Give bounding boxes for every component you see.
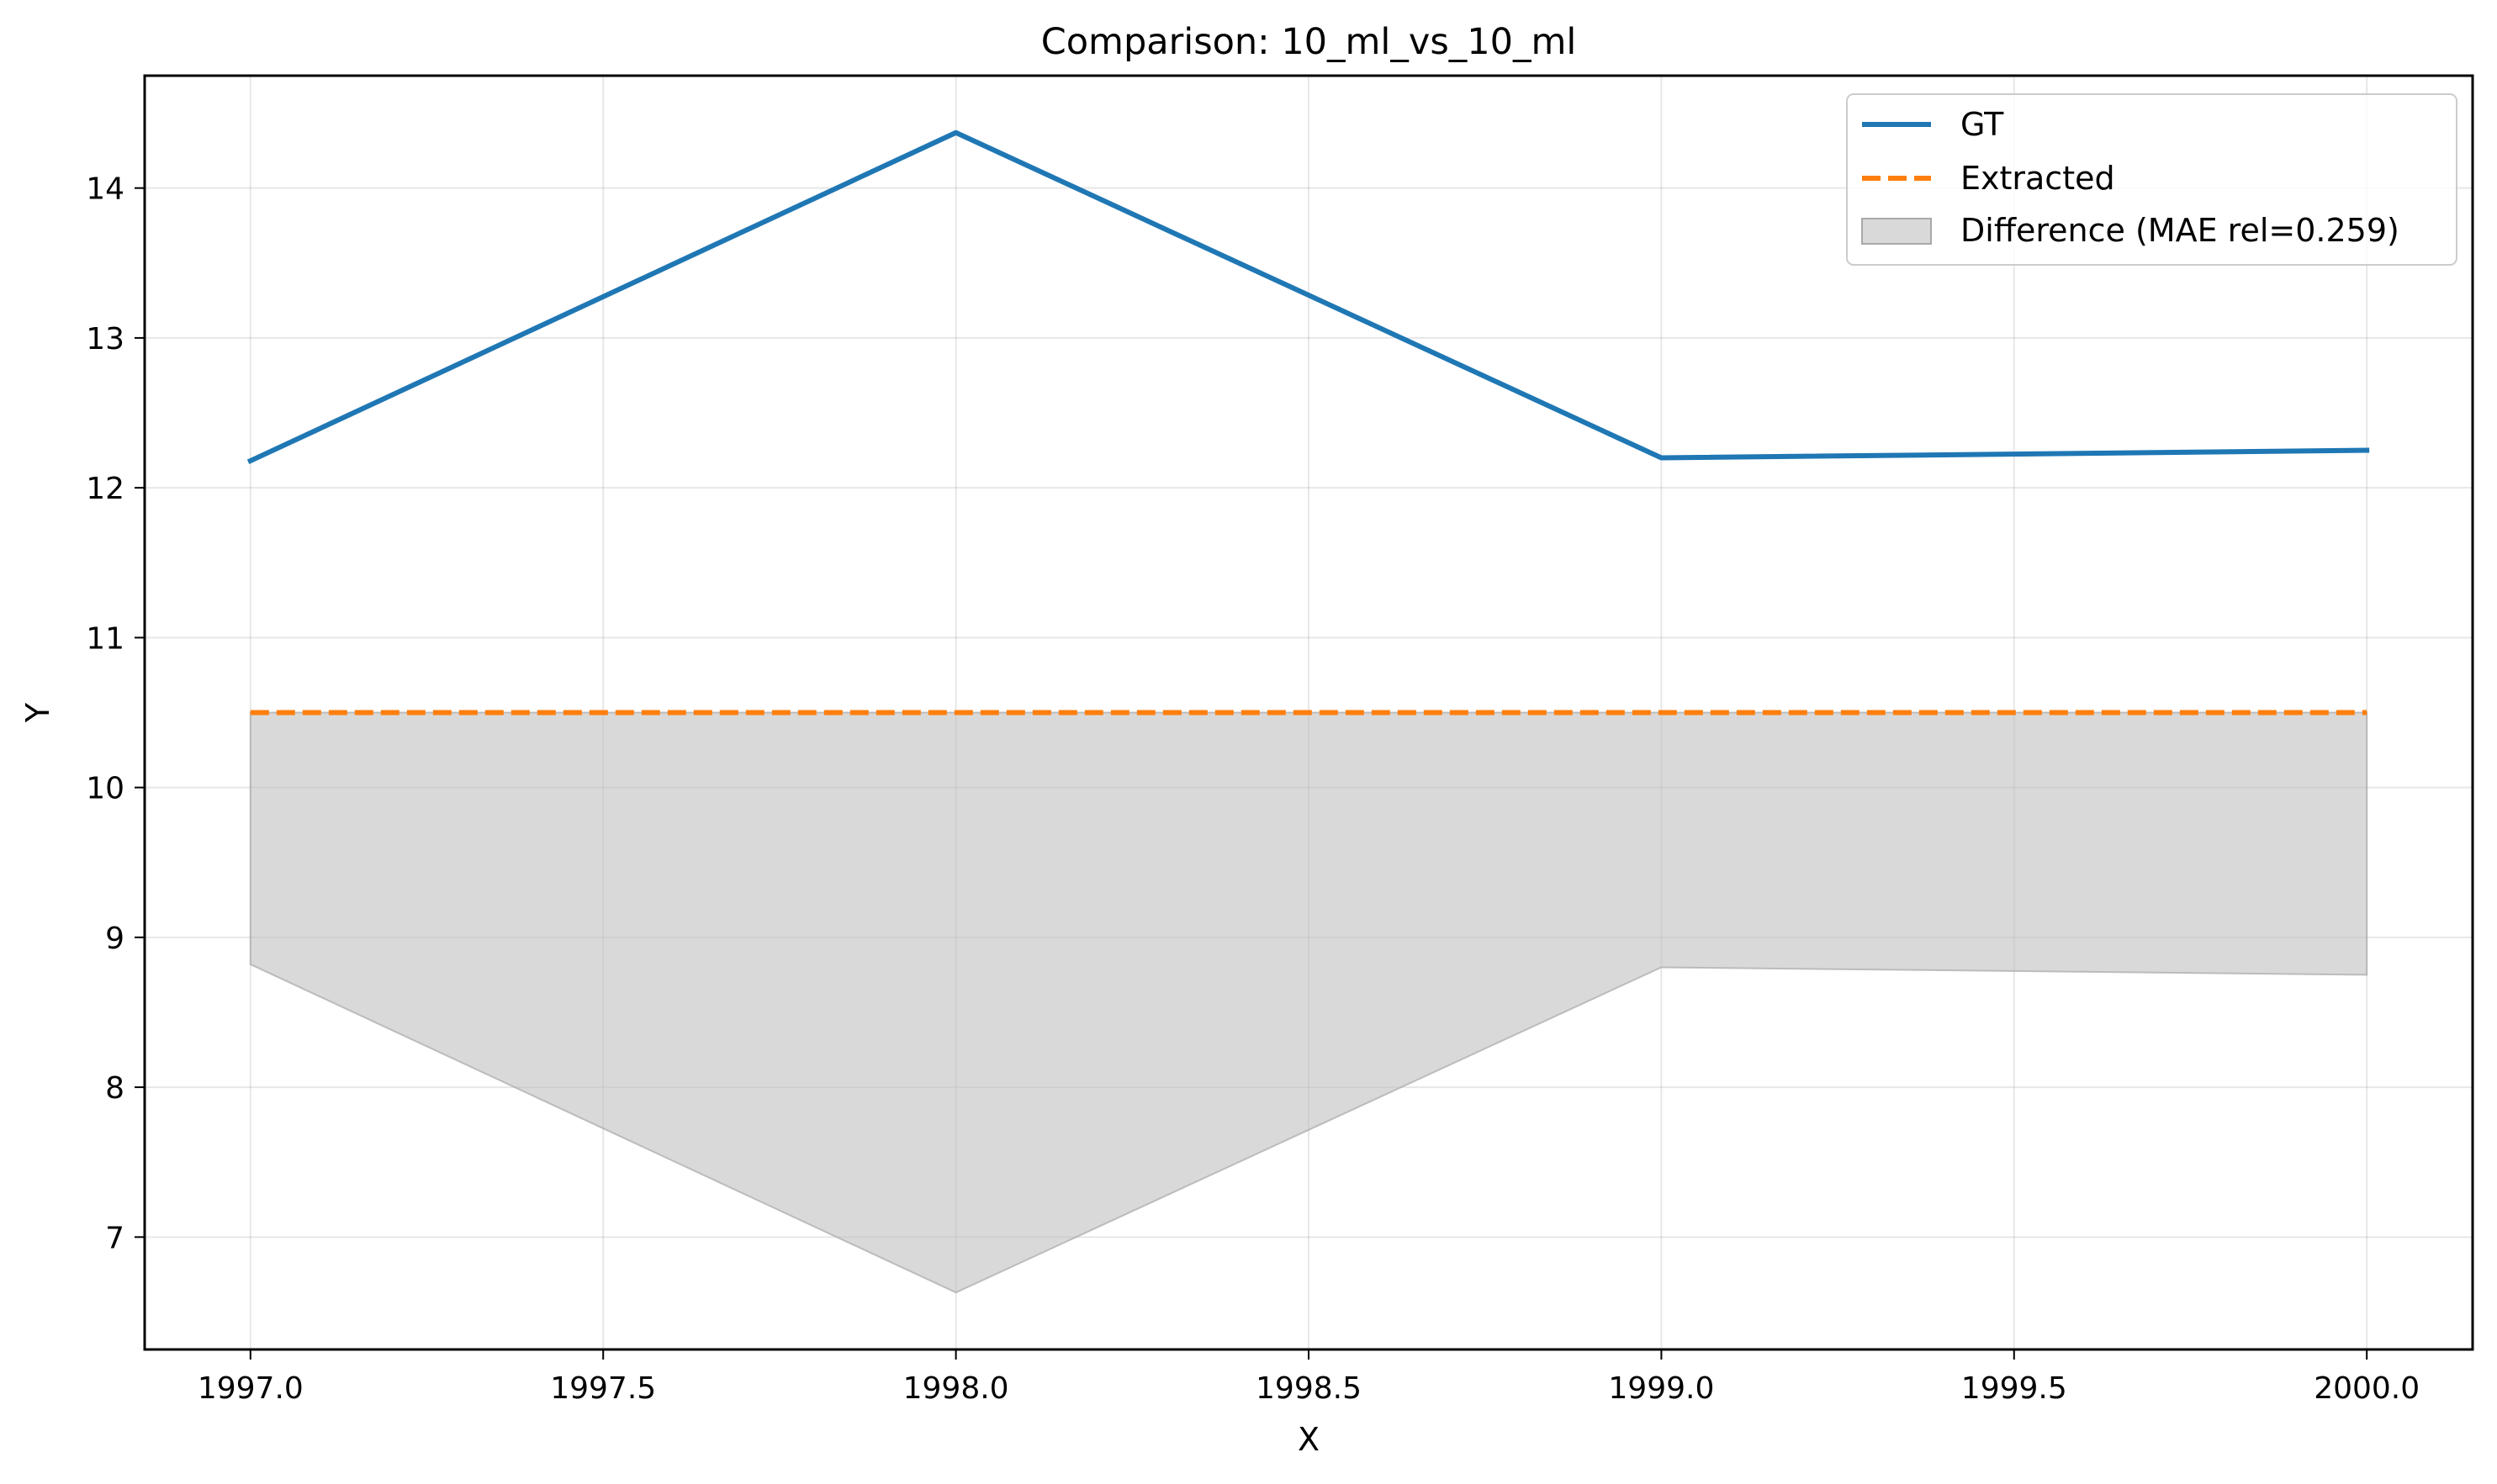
x-tick-label: 1998.0 xyxy=(903,1371,1009,1406)
y-tick-label: 12 xyxy=(86,472,124,506)
x-axis-ticks: 1997.0 1997.5 1998.0 1998.5 1999.0 1999.5 2000… xyxy=(198,1349,2420,1406)
series-line-gt xyxy=(246,129,2370,465)
y-tick-label: 13 xyxy=(86,322,124,356)
x-tick-label: 1997.0 xyxy=(198,1371,304,1406)
y-tick-label: 8 xyxy=(105,1071,124,1106)
y-tick-label: 14 xyxy=(86,172,124,207)
y-axis-ticks: 7 8 9 10 11 12 13 14 xyxy=(86,172,145,1255)
legend-label-extracted: Extracted xyxy=(1960,160,2115,197)
x-tick-label: 1999.0 xyxy=(1608,1371,1714,1406)
legend-box xyxy=(1846,93,2457,266)
series-layer xyxy=(246,129,2370,716)
y-tick-label: 7 xyxy=(105,1221,124,1255)
x-tick-label: 2000.0 xyxy=(2314,1371,2420,1406)
x-tick-label: 1998.5 xyxy=(1256,1371,1362,1406)
legend: GT Extracted Difference (MAE rel=0.259) xyxy=(1846,93,2457,266)
y-tick-label: 10 xyxy=(86,772,124,806)
y-tick-label: 9 xyxy=(105,922,124,956)
legend-label-difference: Difference (MAE rel=0.259) xyxy=(1960,212,2399,249)
x-axis-label: X xyxy=(1298,1421,1320,1458)
x-tick-label: 1999.5 xyxy=(1961,1371,2067,1406)
x-tick-label: 1997.5 xyxy=(550,1371,656,1406)
y-axis-label: Y xyxy=(19,702,56,723)
legend-handle-difference xyxy=(1861,218,1932,245)
y-tick-label: 11 xyxy=(86,621,124,656)
chart-title: Comparison: 10_ml_vs_10_ml xyxy=(1041,21,1577,63)
legend-label-gt: GT xyxy=(1960,106,2004,143)
